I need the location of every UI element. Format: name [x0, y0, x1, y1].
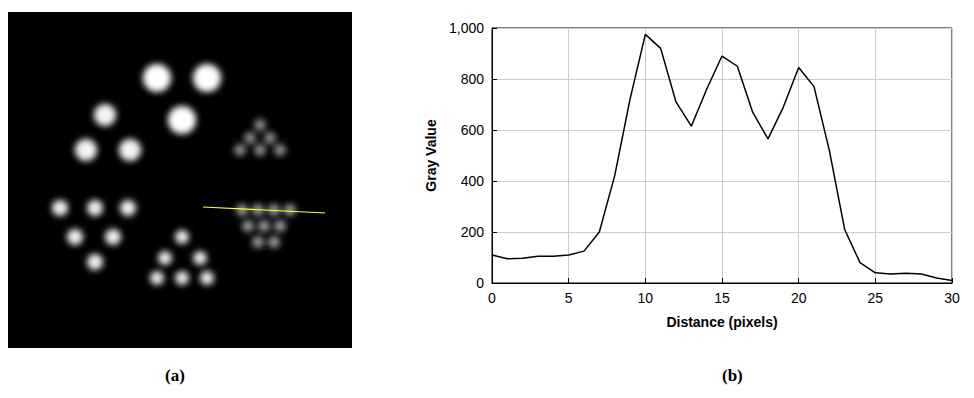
- svg-text:10: 10: [638, 290, 654, 306]
- html-text:(a): (a): [165, 366, 185, 385]
- svg-text:30: 30: [944, 290, 960, 306]
- svg-text:600: 600: [461, 122, 485, 138]
- svg-text:5: 5: [565, 290, 573, 306]
- svg-text:25: 25: [868, 290, 884, 306]
- svg-text:20: 20: [791, 290, 807, 306]
- svg-text:400: 400: [461, 173, 485, 189]
- svg-text:Distance (pixels): Distance (pixels): [666, 314, 777, 330]
- svg-text:0: 0: [476, 275, 484, 291]
- svg-text:200: 200: [461, 224, 485, 240]
- svg-text:1,000: 1,000: [449, 20, 484, 36]
- svg-text:800: 800: [461, 71, 485, 87]
- svg-text:15: 15: [714, 290, 730, 306]
- svg-text:Gray Value: Gray Value: [423, 119, 439, 192]
- svg-text:0: 0: [488, 290, 496, 306]
- html-text:(b): (b): [722, 366, 743, 385]
